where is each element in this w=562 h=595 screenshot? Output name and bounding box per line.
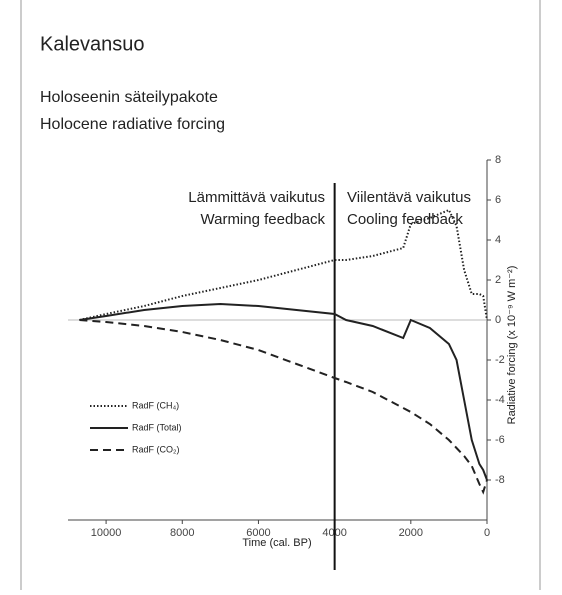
title: Kalevansuo	[40, 33, 145, 55]
y-tick-label: -6	[495, 434, 505, 446]
subtitle: Holoseenin säteilypakote	[40, 89, 218, 106]
x-axis-label: Time (cal. BP)	[242, 537, 311, 549]
y-tick-label: 0	[495, 314, 501, 326]
annotation: Warming feedback	[201, 211, 326, 228]
y-tick-label: -4	[495, 394, 505, 406]
series-line	[79, 302, 488, 481]
y-tick-label: 4	[495, 234, 501, 246]
series-line	[79, 319, 488, 495]
x-tick-label: 8000	[170, 527, 194, 539]
subtitle: Holocene radiative forcing	[40, 116, 225, 133]
series-line	[79, 208, 488, 321]
y-tick-label: 6	[495, 194, 501, 206]
x-tick-label: 0	[484, 527, 490, 539]
legend-label: RadF (CO₂)	[132, 444, 180, 454]
x-tick-label: 10000	[91, 527, 122, 539]
y-tick-label: 8	[495, 154, 501, 166]
y-tick-label: -2	[495, 354, 505, 366]
legend-label: RadF (CH₄)	[132, 400, 179, 410]
y-axis-label: Radiative forcing (x 10⁻⁹ W m⁻²)	[506, 266, 518, 425]
annotation: Cooling feedback	[347, 211, 463, 228]
x-tick-label: 2000	[399, 527, 423, 539]
legend-label: RadF (Total)	[132, 422, 182, 432]
annotation: Lämmittävä vaikutus	[188, 189, 325, 206]
annotation: Viilentävä vaikutus	[347, 189, 471, 206]
x-tick-label: 6000	[246, 527, 270, 539]
y-tick-label: 2	[495, 274, 501, 286]
y-tick-label: -8	[495, 474, 505, 486]
